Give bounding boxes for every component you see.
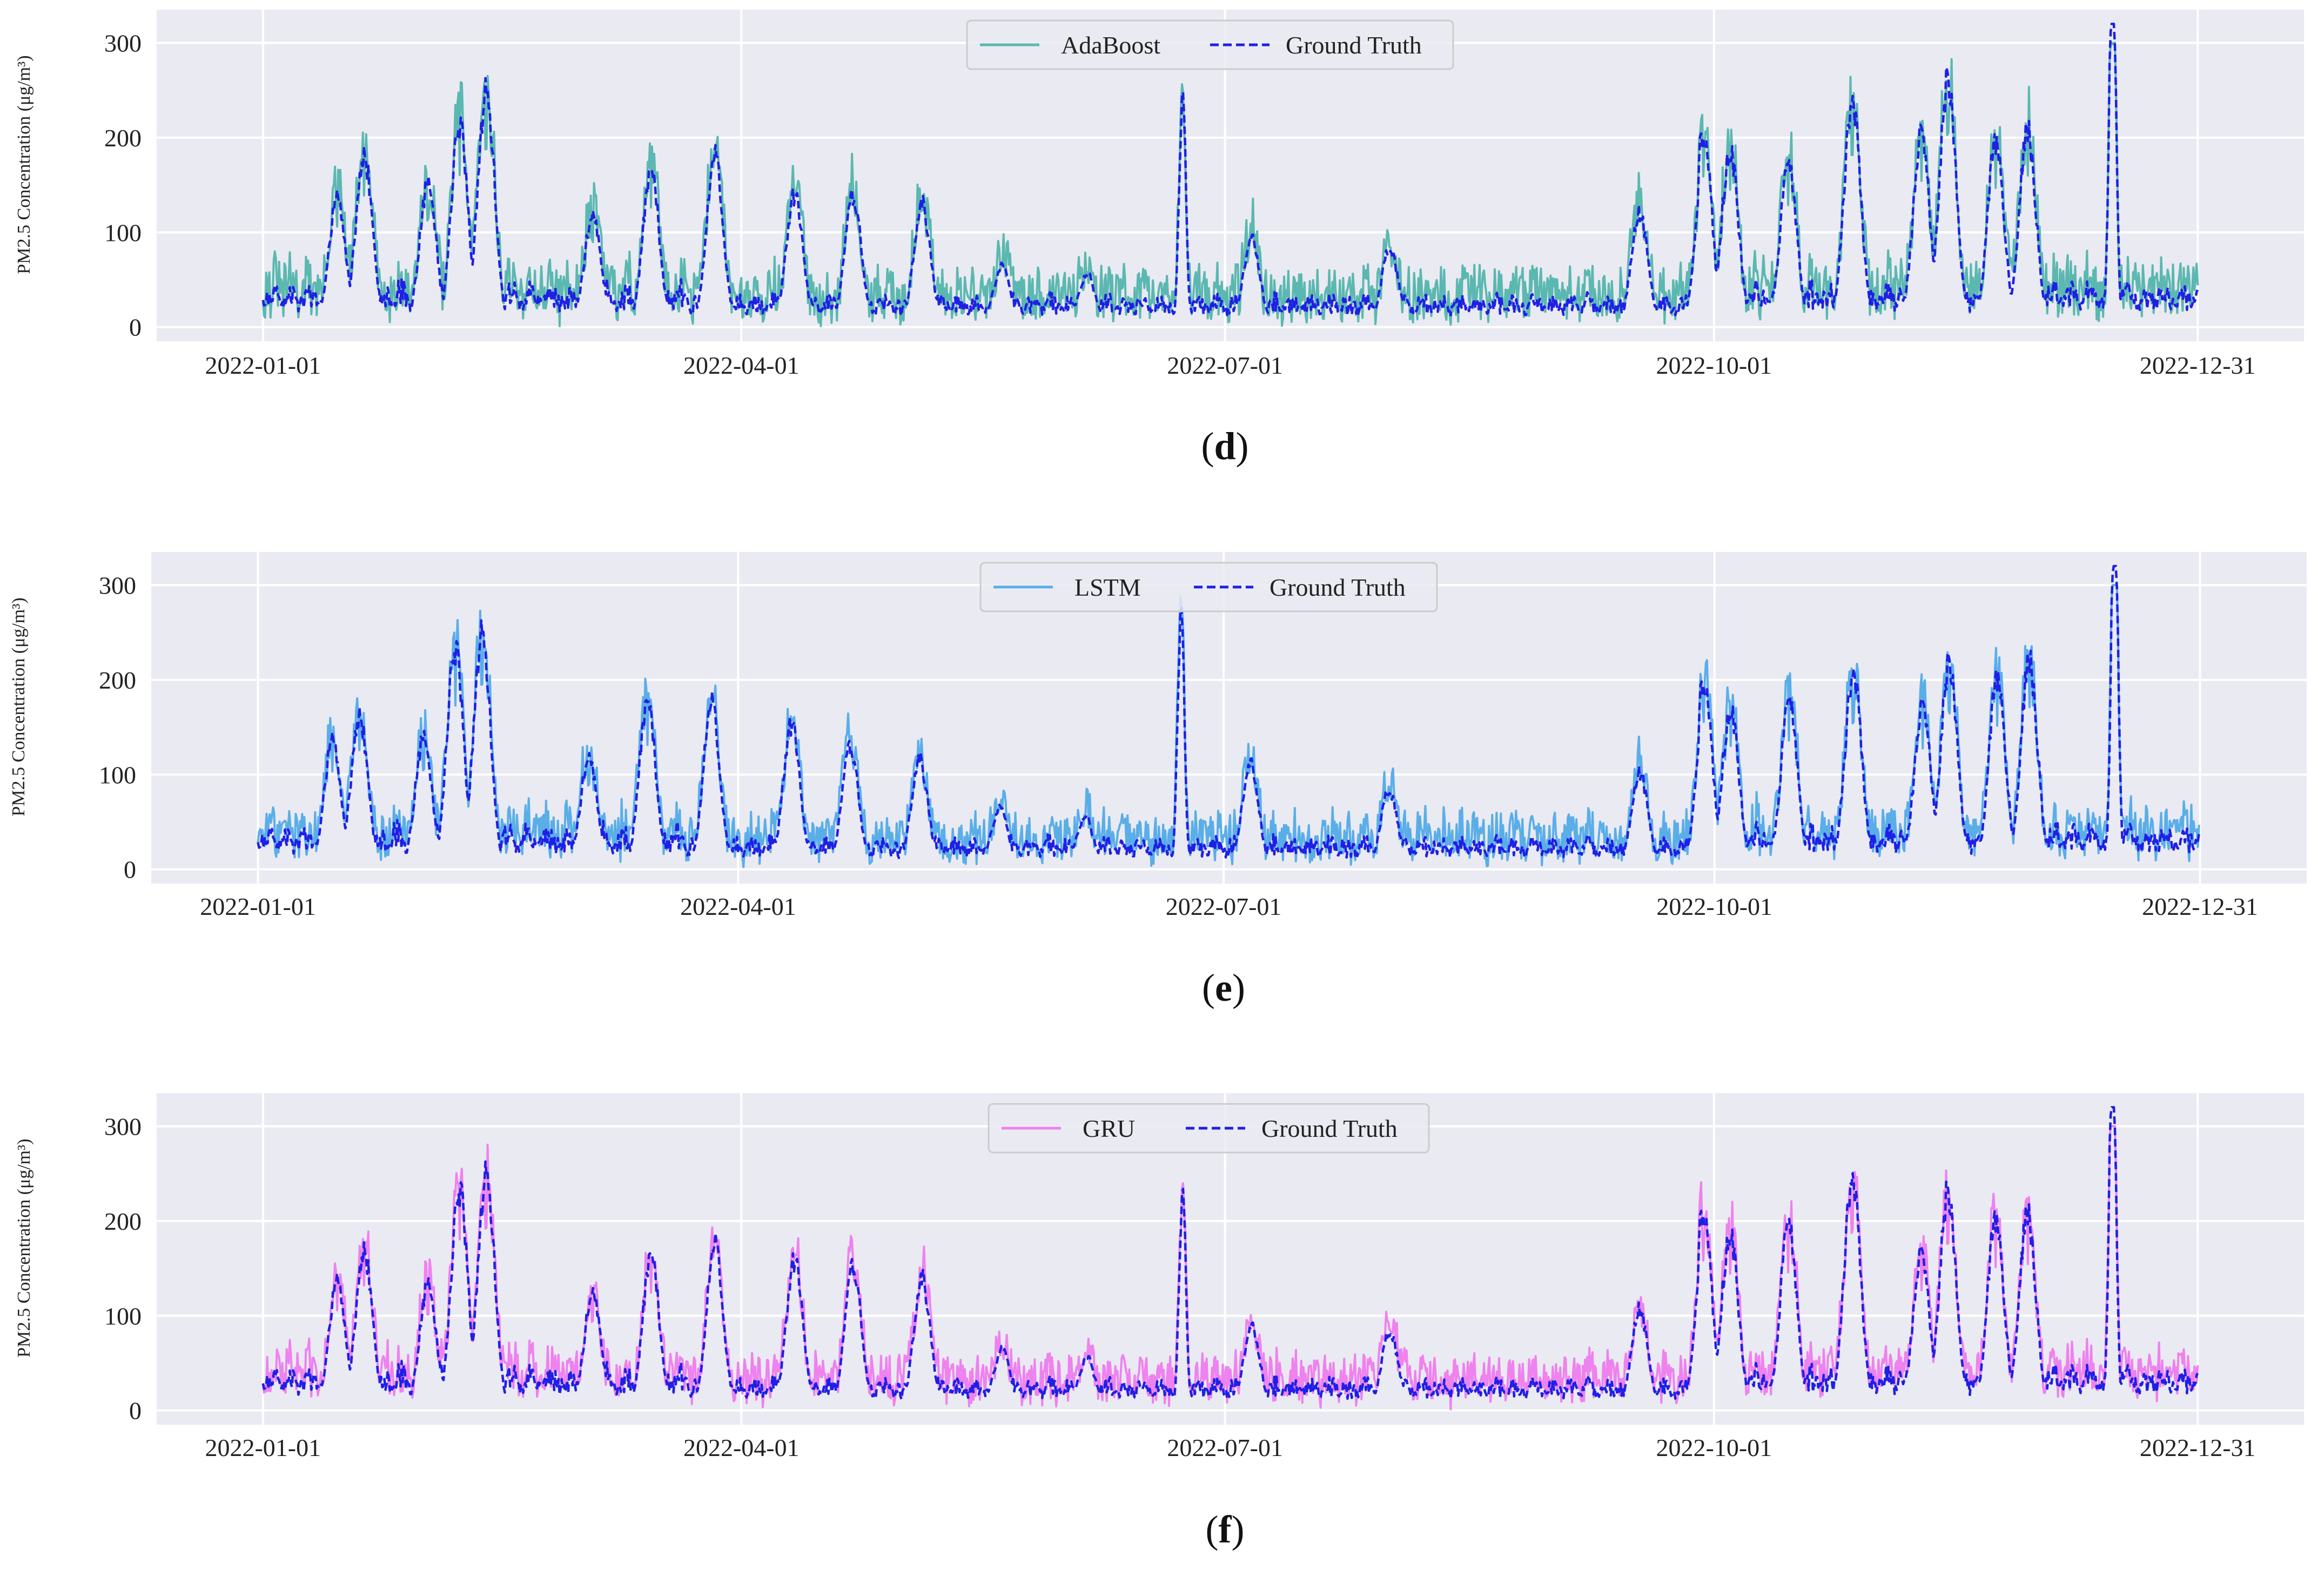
y-tick-label: 200 [99, 666, 136, 694]
y-axis-label: PM2.5 Concentration (μg/m³) [9, 597, 29, 816]
series-line-ground-truth [257, 565, 2201, 859]
chart-panel-f: 0 100 200 300 2022-01-01 2022-04-01 2022-07-01… [14, 1093, 2304, 1551]
y-axis-label: PM2.5 Concentration (μg/m³) [14, 1138, 34, 1357]
panel-label: (e) [1202, 966, 1245, 1009]
panel-label: (d) [1201, 424, 1248, 468]
series-line-ground-truth [261, 23, 2199, 317]
y-tick-label: 300 [104, 29, 142, 57]
y-tick-label: 200 [104, 1208, 142, 1235]
y-tick-label: 0 [129, 314, 142, 341]
x-tick-label: 2022-12-31 [2140, 352, 2256, 379]
x-tick-label: 2022-01-01 [205, 1434, 321, 1461]
series-line-ground-truth [261, 1106, 2199, 1400]
y-tick-label: 100 [104, 219, 142, 246]
x-tick-label: 2022-01-01 [200, 893, 316, 920]
y-tick-label: 100 [99, 761, 136, 788]
panel-label: (f) [1206, 1508, 1245, 1551]
x-tick-label: 2022-07-01 [1167, 352, 1283, 379]
legend-box [988, 1103, 1430, 1154]
legend: AdaBoost Ground Truth [966, 19, 1454, 70]
series-line-adaboost [261, 42, 2199, 327]
y-tick-label: 0 [124, 856, 136, 884]
chart-panel-d: 0 100 200 300 2022-01-01 2022-04-01 2022-07-01… [14, 10, 2304, 468]
x-tick-label: 2022-04-01 [683, 1434, 800, 1461]
x-tick-label: 2022-04-01 [680, 893, 796, 920]
legend-label-ground-truth: Ground Truth [1286, 31, 1422, 59]
legend-label-ground-truth: Ground Truth [1270, 574, 1406, 601]
legend: GRU Ground Truth [988, 1103, 1430, 1154]
chart-panel-e: 0 100 200 300 2022-01-01 2022-04-01 2022-07-01… [9, 552, 2307, 1009]
x-tick-label: 2022-10-01 [1656, 893, 1772, 920]
y-tick-label: 100 [104, 1302, 142, 1330]
x-tick-label: 2022-07-01 [1166, 893, 1282, 920]
x-tick-label: 2022-01-01 [205, 352, 321, 379]
y-axis-label: PM2.5 Concentration (μg/m³) [14, 55, 34, 274]
y-tick-label: 300 [104, 1113, 142, 1140]
legend-label-model: GRU [1083, 1115, 1135, 1142]
legend-label-model: LSTM [1074, 574, 1141, 601]
x-tick-label: 2022-10-01 [1656, 352, 1772, 379]
x-tick-label: 2022-04-01 [683, 352, 800, 379]
legend-label-ground-truth: Ground Truth [1261, 1115, 1398, 1142]
x-tick-label: 2022-10-01 [1656, 1434, 1772, 1461]
legend: LSTM Ground Truth [979, 562, 1438, 612]
x-tick-label: 2022-12-31 [2142, 893, 2258, 920]
y-tick-label: 0 [129, 1397, 142, 1425]
x-tick-label: 2022-12-31 [2140, 1434, 2256, 1461]
legend-label-model: AdaBoost [1061, 31, 1160, 59]
x-tick-label: 2022-07-01 [1167, 1434, 1283, 1461]
y-tick-label: 200 [104, 124, 142, 152]
y-tick-label: 300 [99, 571, 136, 599]
